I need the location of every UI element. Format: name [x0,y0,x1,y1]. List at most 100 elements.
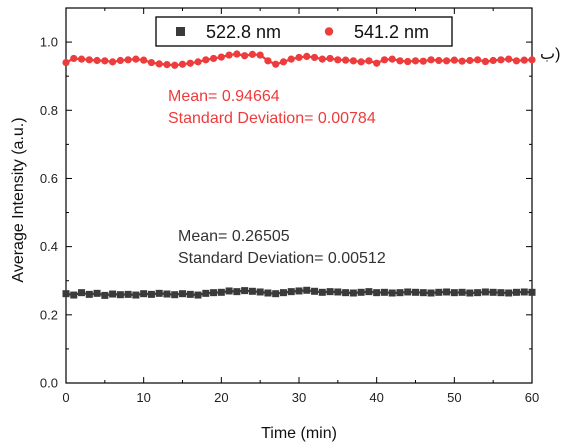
data-point-square [109,290,117,298]
data-point-square [528,288,536,296]
legend-label-522: 522.8 nm [206,22,281,42]
data-point-circle [419,57,427,65]
data-point-square [435,288,443,296]
x-tick-label: 10 [136,390,150,405]
y-tick-label: 0.6 [40,171,58,186]
data-point-square [171,291,179,299]
x-tick-label: 40 [369,390,383,405]
data-point-square [497,289,505,297]
data-point-circle [70,54,78,63]
data-point-square [70,291,78,299]
data-point-circle [77,55,86,63]
data-point-square [155,289,163,297]
red-std-annotation: Standard Deviation= 0.00784 [168,110,376,127]
x-tick-label: 50 [447,390,461,405]
data-point-circle [155,60,163,68]
data-point-square [186,290,194,298]
series-522-8nm [62,286,536,299]
data-point-square [443,288,451,296]
data-point-circle [411,57,420,65]
data-point-square [132,291,140,299]
legend-box [155,16,453,47]
y-tick-label: 0.0 [40,376,58,391]
data-point-circle [279,58,288,66]
data-point-circle [202,56,210,64]
data-point-circle [85,56,93,64]
x-tick-label: 0 [62,390,69,405]
ticks-group: 0 10 20 30 40 50 60 0.0 0.2 0.4 0.6 0.8 1.0 [40,8,539,405]
data-point-circle [303,52,311,61]
data-point-square [93,289,101,297]
data-point-square [194,291,202,299]
data-point-square [388,289,396,297]
data-point-circle [295,53,303,62]
data-point-square [505,289,513,297]
data-point-square [101,291,109,299]
data-point-square [396,289,404,297]
data-point-square [179,290,186,298]
data-point-square [512,288,520,296]
legend-marker-circle [324,27,334,36]
data-point-circle [256,51,264,59]
y-tick-label: 0.2 [40,307,58,322]
data-point-square [326,288,334,296]
data-point-square [458,288,466,296]
data-point-square [342,289,350,297]
data-point-circle [217,53,225,61]
data-point-square [334,288,342,296]
data-point-circle [373,59,381,67]
data-point-square [419,289,427,297]
data-point-circle [241,52,249,60]
data-point-circle [435,56,443,65]
data-point-square [217,288,225,296]
data-point-square [233,288,241,296]
data-point-square [404,288,412,296]
data-point-circle [520,56,528,64]
data-point-circle [101,57,109,65]
data-point-circle [489,56,497,65]
data-point-square [427,289,435,297]
x-tick-label: 30 [292,390,306,405]
data-point-circle [140,56,148,64]
data-point-square [116,291,124,299]
data-point-square [318,288,326,296]
data-point-circle [458,57,466,65]
data-point-circle [334,56,342,64]
data-point-square [256,288,264,296]
data-point-circle [109,58,117,66]
data-point-circle [209,54,218,63]
data-point-circle [388,55,396,63]
annotations-group: Mean= 0.94664 Standard Deviation= 0.0078… [168,88,386,267]
data-point-circle [357,58,365,66]
data-point-square [450,289,458,297]
data-point-circle [349,57,357,65]
data-point-circle [481,57,489,66]
data-point-circle [171,61,179,69]
x-axis-title: Time (min) [261,425,337,442]
data-point-square [78,289,86,297]
data-point-circle [505,55,513,63]
red-mean-annotation: Mean= 0.94664 [168,88,280,105]
data-point-square [466,289,474,297]
y-tick-label: 1.0 [40,35,58,50]
data-point-circle [326,54,334,63]
data-point-square [380,288,388,296]
data-point-square [124,290,132,298]
legend-marker-square [176,27,185,36]
y-axis-title: Average Intensity (a.u.) [10,117,27,282]
data-point-square [202,289,210,297]
data-point-circle [272,60,280,68]
data-point-square [163,290,171,298]
y-tick-label: 0.8 [40,103,58,118]
data-point-circle [404,57,412,66]
data-point-circle [147,58,156,67]
legend: 522.8 nm 541.2 nm [155,16,453,47]
data-point-square [303,286,311,294]
data-point-circle [310,53,319,62]
data-point-circle [116,56,124,65]
data-point-circle [427,56,435,64]
series-541-2nm [62,50,536,69]
corner-label: ب) [540,46,560,63]
